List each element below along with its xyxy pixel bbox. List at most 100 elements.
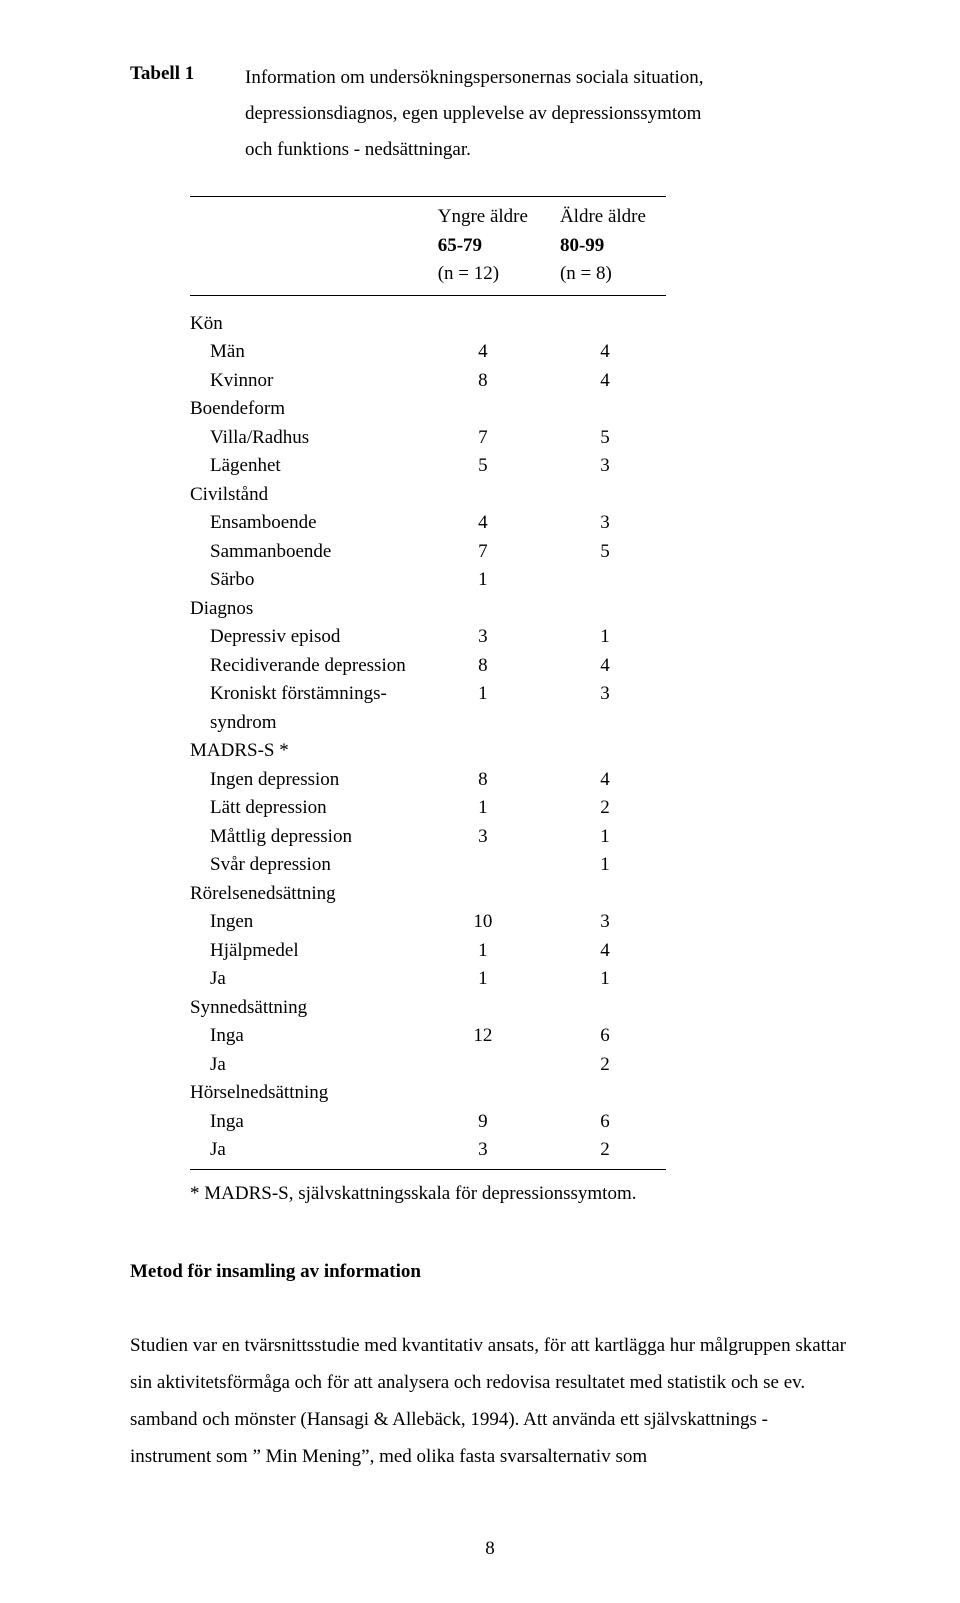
row-value-2: 4 (544, 652, 666, 681)
row-label: Synnedsättning (190, 994, 422, 1023)
row-value-2: 3 (544, 908, 666, 937)
row-label: Hörselnedsättning (190, 1079, 422, 1108)
row-value-1: 7 (422, 538, 544, 567)
table-title-block: Tabell 1 Information om undersökningsper… (130, 60, 850, 168)
table-row: syndrom (190, 709, 666, 738)
row-label: Svår depression (190, 851, 422, 880)
row-label: Ja (190, 1136, 422, 1169)
row-value-1: 3 (422, 1136, 544, 1169)
table-row: Måttlig depression31 (190, 823, 666, 852)
row-label: Särbo (190, 566, 422, 595)
demographics-table: Yngre äldre Äldre äldre 65-79 80-99 (n =… (190, 196, 666, 1170)
row-value-2 (544, 566, 666, 595)
row-label: Hjälpmedel (190, 937, 422, 966)
row-label: Lägenhet (190, 452, 422, 481)
row-value-2: 5 (544, 538, 666, 567)
row-label: Män (190, 338, 422, 367)
row-value-1: 8 (422, 766, 544, 795)
row-value-1: 1 (422, 937, 544, 966)
table-row: Civilstånd (190, 481, 666, 510)
table-row: Hörselnedsättning (190, 1079, 666, 1108)
header-col1-line3: (n = 12) (422, 260, 544, 295)
row-value-2: 5 (544, 424, 666, 453)
row-label: Kroniskt förstämnings- (190, 680, 422, 709)
header-col1-line2: 65-79 (422, 232, 544, 261)
row-label: Inga (190, 1022, 422, 1051)
row-value-1: 1 (422, 794, 544, 823)
row-value-1: 7 (422, 424, 544, 453)
table-row: Ensamboende43 (190, 509, 666, 538)
caption-line-2: depressionsdiagnos, egen upplevelse av d… (245, 103, 701, 124)
method-body: Studien var en tvärsnittsstudie med kvan… (130, 1327, 850, 1475)
row-label: Recidiverande depression (190, 652, 422, 681)
row-value-2: 3 (544, 680, 666, 709)
table-row: Lägenhet53 (190, 452, 666, 481)
row-value-2: 4 (544, 338, 666, 367)
page-number: 8 (130, 1535, 850, 1564)
row-value-1 (422, 310, 544, 339)
row-value-2 (544, 481, 666, 510)
row-value-1 (422, 994, 544, 1023)
caption-line-3: och funktions - nedsättningar. (245, 139, 471, 160)
table-row: Sammanboende75 (190, 538, 666, 567)
table-row: Villa/Radhus75 (190, 424, 666, 453)
row-value-2: 4 (544, 367, 666, 396)
row-value-2: 1 (544, 965, 666, 994)
row-value-2 (544, 880, 666, 909)
table-row: Synnedsättning (190, 994, 666, 1023)
row-value-1: 1 (422, 680, 544, 709)
table-row: Ingen depression84 (190, 766, 666, 795)
method-heading: Metod för insamling av information (130, 1258, 850, 1287)
header-col2-line3: (n = 8) (544, 260, 666, 295)
table-row: Ja 2 (190, 1051, 666, 1080)
row-value-2 (544, 1079, 666, 1108)
header-col2-line1: Äldre äldre (544, 197, 666, 232)
row-value-1: 10 (422, 908, 544, 937)
table-row: Män44 (190, 338, 666, 367)
row-label: Inga (190, 1108, 422, 1137)
row-label: Kön (190, 310, 422, 339)
row-value-1 (422, 1051, 544, 1080)
row-value-2 (544, 395, 666, 424)
row-value-2 (544, 737, 666, 766)
table-row: Särbo1 (190, 566, 666, 595)
row-value-1 (422, 595, 544, 624)
row-value-1: 3 (422, 623, 544, 652)
row-value-1 (422, 737, 544, 766)
row-label: Rörelsenedsättning (190, 880, 422, 909)
row-value-1 (422, 481, 544, 510)
row-label: Ja (190, 965, 422, 994)
row-label: Ja (190, 1051, 422, 1080)
row-value-1: 5 (422, 452, 544, 481)
row-label: MADRS-S * (190, 737, 422, 766)
table-row: Recidiverande depression84 (190, 652, 666, 681)
row-value-2 (544, 595, 666, 624)
row-value-1: 1 (422, 566, 544, 595)
row-label: Lätt depression (190, 794, 422, 823)
row-value-2: 1 (544, 823, 666, 852)
row-label: Sammanboende (190, 538, 422, 567)
table-row: Lätt depression12 (190, 794, 666, 823)
row-value-1 (422, 709, 544, 738)
row-value-1: 1 (422, 965, 544, 994)
row-value-1: 8 (422, 652, 544, 681)
row-label: Måttlig depression (190, 823, 422, 852)
row-value-1: 3 (422, 823, 544, 852)
row-label: Ingen depression (190, 766, 422, 795)
row-value-1: 4 (422, 338, 544, 367)
row-label: Diagnos (190, 595, 422, 624)
table-number: Tabell 1 (130, 60, 245, 168)
row-value-2: 1 (544, 851, 666, 880)
row-value-2: 3 (544, 509, 666, 538)
row-value-2: 2 (544, 1051, 666, 1080)
row-value-1 (422, 851, 544, 880)
row-value-1 (422, 880, 544, 909)
table-row: Inga126 (190, 1022, 666, 1051)
row-label: Villa/Radhus (190, 424, 422, 453)
table-row: Inga96 (190, 1108, 666, 1137)
table-row: Ja32 (190, 1136, 666, 1169)
table-row: Rörelsenedsättning (190, 880, 666, 909)
row-value-1: 8 (422, 367, 544, 396)
table-row: Hjälpmedel14 (190, 937, 666, 966)
row-value-2: 2 (544, 1136, 666, 1169)
